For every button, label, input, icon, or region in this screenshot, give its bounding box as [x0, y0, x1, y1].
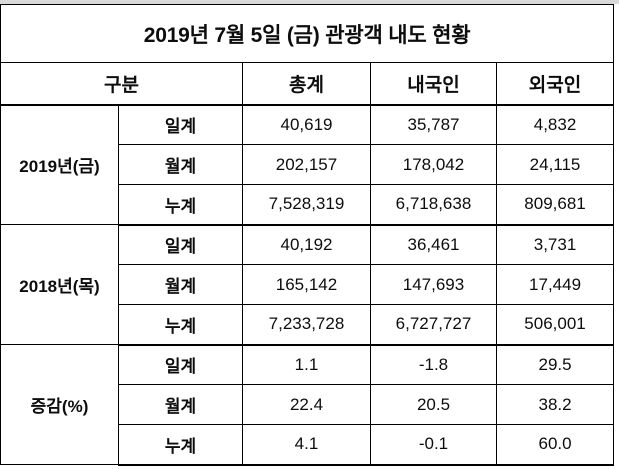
table-row: 2018년(목) 일계 40,192 36,461 3,731	[0, 224, 615, 345]
cell-change-monthly-foreign: 38.2	[495, 384, 615, 425]
table-row: 증감(%) 일계 1.1 -1.8 29.5	[0, 344, 615, 465]
group-label-2019: 2019년(금)	[0, 104, 119, 225]
row-label-monthly: 월계	[118, 264, 243, 305]
cell-change-cumulative-total: 4.1	[242, 424, 371, 466]
header-group: 구분	[0, 62, 243, 106]
row-label-daily: 일계	[118, 344, 243, 385]
cell-2018-cumulative-foreign: 506,001	[495, 304, 615, 346]
table-header-row: 구분 총계 내국인 외국인	[0, 62, 615, 106]
cell-2018-daily-foreign: 3,731	[495, 224, 615, 265]
cell-change-daily-domestic: -1.8	[370, 344, 497, 385]
cell-2018-daily-domestic: 36,461	[370, 224, 497, 265]
table-row: 월계 202,157 178,042 24,115	[1, 144, 615, 185]
table-row: 누계 7,528,319 6,718,638 809,681	[1, 184, 615, 226]
report-title: 2019년 7월 5일 (금) 관광객 내도 현황	[0, 4, 615, 63]
cell-2019-cumulative-foreign: 809,681	[495, 184, 615, 226]
header-foreign: 외국인	[495, 62, 615, 106]
cell-change-monthly-domestic: 20.5	[370, 384, 497, 425]
cell-2019-daily-foreign: 4,832	[495, 104, 615, 145]
cell-2018-monthly-domestic: 147,693	[370, 264, 497, 305]
cell-2019-monthly-foreign: 24,115	[495, 144, 615, 185]
cell-2018-monthly-foreign: 17,449	[495, 264, 615, 305]
top-edge-strip	[0, 0, 619, 4]
cell-2018-monthly-total: 165,142	[242, 264, 371, 305]
group-label-2018: 2018년(목)	[0, 224, 119, 345]
cell-change-daily-total: 1.1	[242, 344, 371, 385]
row-label-monthly: 월계	[118, 384, 243, 425]
row-label-cumulative: 누계	[118, 424, 243, 466]
table-row: 누계 4.1 -0.1 60.0	[1, 424, 615, 466]
header-domestic: 내국인	[370, 62, 497, 106]
cell-2019-daily-total: 40,619	[242, 104, 371, 145]
cell-change-cumulative-foreign: 60.0	[495, 424, 615, 466]
cell-2018-cumulative-total: 7,233,728	[242, 304, 371, 346]
report-table-container: 2019년 7월 5일 (금) 관광객 내도 현황 구분 총계 내국인 외국인 …	[0, 4, 615, 466]
cell-2019-daily-domestic: 35,787	[370, 104, 497, 145]
row-label-daily: 일계	[118, 104, 243, 145]
table-row: 누계 7,233,728 6,727,727 506,001	[1, 304, 615, 346]
cell-2019-monthly-domestic: 178,042	[370, 144, 497, 185]
cell-change-monthly-total: 22.4	[242, 384, 371, 425]
table-row: 월계 165,142 147,693 17,449	[1, 264, 615, 305]
row-label-daily: 일계	[118, 224, 243, 265]
table-row: 2019년(금) 일계 40,619 35,787 4,832	[0, 104, 615, 225]
row-label-cumulative: 누계	[118, 184, 243, 226]
title-row: 2019년 7월 5일 (금) 관광객 내도 현황	[0, 4, 615, 63]
tourist-arrivals-table: 2019년 7월 5일 (금) 관광객 내도 현황 구분 총계 내국인 외국인 …	[0, 4, 615, 466]
header-total: 총계	[242, 62, 371, 106]
cell-change-daily-foreign: 29.5	[495, 344, 615, 385]
cell-2019-cumulative-domestic: 6,718,638	[370, 184, 497, 226]
cell-2018-cumulative-domestic: 6,727,727	[370, 304, 497, 346]
cell-2019-cumulative-total: 7,528,319	[242, 184, 371, 226]
cell-change-cumulative-domestic: -0.1	[370, 424, 497, 466]
group-label-change-percent: 증감(%)	[0, 344, 119, 465]
cell-2019-monthly-total: 202,157	[242, 144, 371, 185]
row-label-cumulative: 누계	[118, 304, 243, 346]
cell-2018-daily-total: 40,192	[242, 224, 371, 265]
row-label-monthly: 월계	[118, 144, 243, 185]
